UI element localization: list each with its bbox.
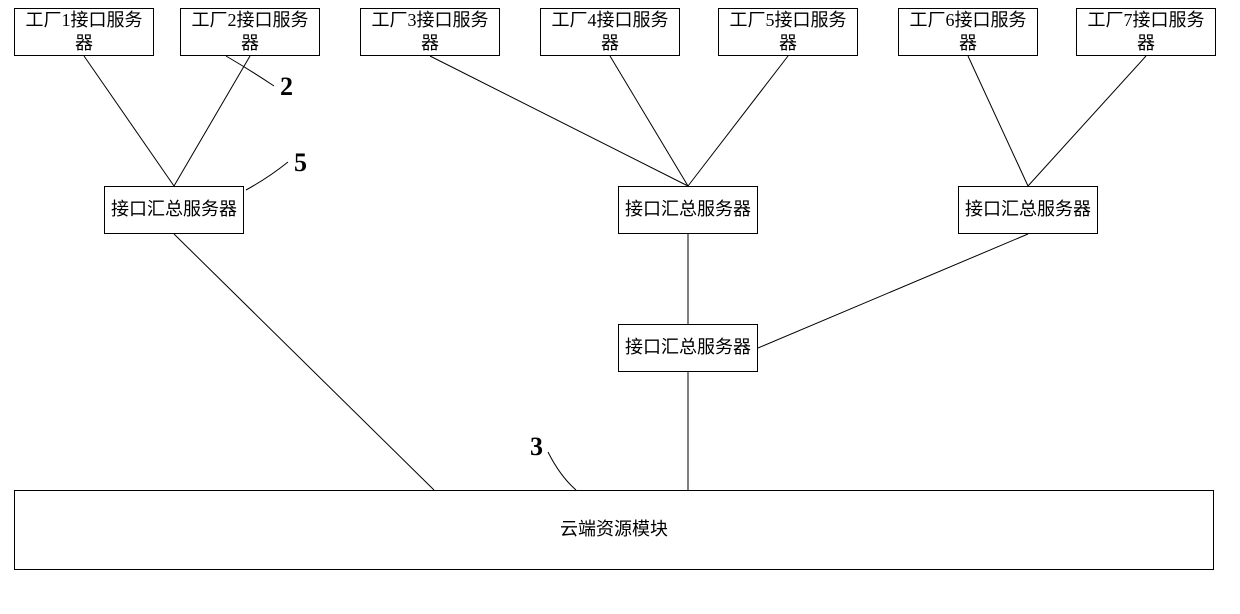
- callout-c2: 2: [280, 72, 293, 102]
- node-agg3: 接口汇总服务器: [958, 186, 1098, 234]
- node-f4: 工厂4接口服务器: [540, 8, 680, 56]
- node-f3: 工厂3接口服务器: [360, 8, 500, 56]
- node-f1: 工厂1接口服务器: [14, 8, 154, 56]
- node-agg2: 接口汇总服务器: [618, 186, 758, 234]
- node-f5: 工厂5接口服务器: [718, 8, 858, 56]
- node-agg4: 接口汇总服务器: [618, 324, 758, 372]
- node-f7: 工厂7接口服务器: [1076, 8, 1216, 56]
- callout-c5: 5: [294, 148, 307, 178]
- node-f2: 工厂2接口服务器: [180, 8, 320, 56]
- node-agg1: 接口汇总服务器: [104, 186, 244, 234]
- callout-c3: 3: [530, 432, 543, 462]
- node-f6: 工厂6接口服务器: [898, 8, 1038, 56]
- node-cloud: 云端资源模块: [14, 490, 1214, 570]
